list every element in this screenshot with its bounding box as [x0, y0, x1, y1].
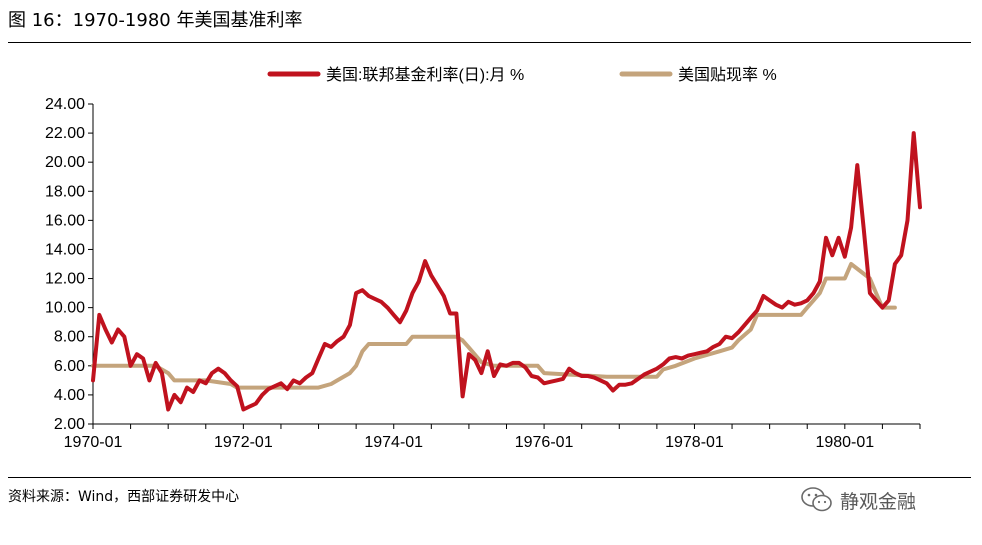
y-tick-label: 14.00: [45, 241, 85, 258]
chart-legend: 美国:联邦基金利率(日):月 % 美国贴现率 %: [267, 66, 777, 84]
y-tick-label: 8.00: [54, 329, 85, 346]
x-tick-label: 1980-01: [815, 434, 874, 451]
figure-title: 图 16：1970-1980 年美国基准利率: [8, 10, 303, 31]
y-tick-label: 10.00: [45, 300, 85, 317]
y-tick-label: 4.00: [54, 387, 85, 404]
y-tick-label: 12.00: [45, 271, 85, 288]
chart-axes: 2.00 4.00 6.00 8.00 10.00 12.00 14.00 16.00 18.0…: [45, 96, 921, 451]
legend-label: 美国贴现率 %: [678, 66, 777, 84]
watermark-text: 静观金融: [840, 490, 917, 513]
wechat-icon: [801, 487, 832, 512]
series-line-discount-rate: [91, 262, 897, 390]
watermark: 静观金融: [800, 486, 916, 514]
y-tick-label: 18.00: [45, 183, 85, 200]
x-tick-label: 1972-01: [214, 434, 273, 451]
y-tick-label: 2.00: [54, 416, 85, 433]
y-tick-label: 6.00: [54, 358, 85, 375]
y-tick-label: 20.00: [45, 154, 85, 171]
y-tick-label: 16.00: [45, 212, 85, 229]
interest-rate-line-chart: 美国:联邦基金利率(日):月 % 美国贴现率 % 2.00 4.00 6.00 8.00…: [45, 66, 922, 451]
title-divider: [8, 42, 971, 43]
x-tick-label: 1976-01: [515, 434, 574, 451]
source-divider: [8, 477, 971, 478]
x-tick-label: 1970-01: [64, 434, 123, 451]
plot-area: [91, 131, 922, 412]
x-tick-label: 1974-01: [364, 434, 423, 451]
source-note: 资料来源：Wind，西部证券研发中心: [8, 489, 240, 505]
y-tick-label: 22.00: [45, 125, 85, 142]
legend-label: 美国:联邦基金利率(日):月 %: [326, 66, 524, 84]
y-tick-label: 24.00: [45, 96, 85, 113]
series-line-fed-funds-rate: [91, 131, 922, 412]
x-tick-label: 1978-01: [665, 434, 724, 451]
